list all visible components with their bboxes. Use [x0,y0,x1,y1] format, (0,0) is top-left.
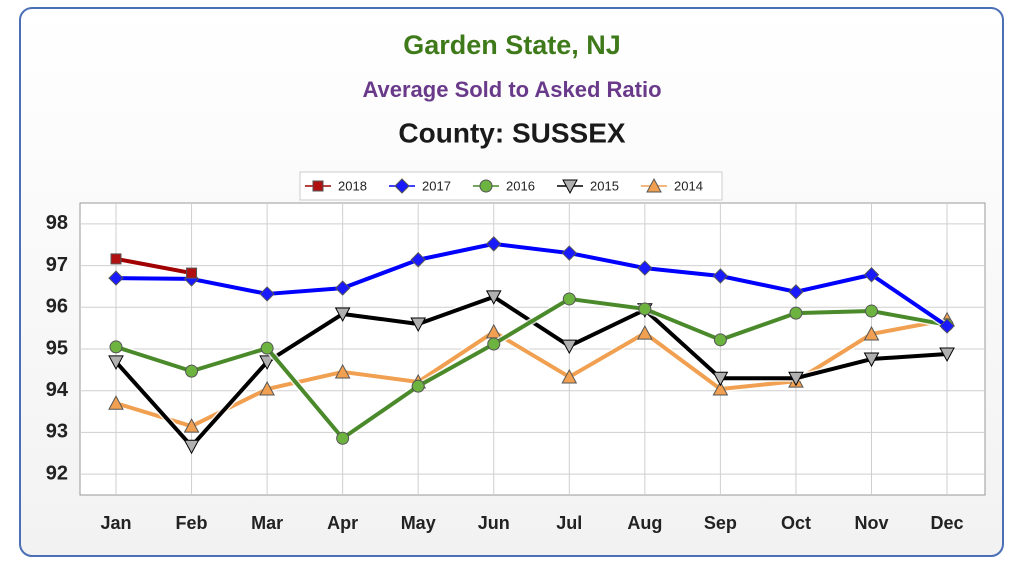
point [486,236,502,252]
legend-marker [312,180,324,192]
point [334,363,351,379]
point [183,418,200,433]
point [108,395,124,410]
series-line [115,296,948,441]
y-tick-label: 97 [46,254,68,276]
legend-marker [394,178,410,194]
x-tick-label: Aug [627,513,662,533]
series-line [115,241,949,328]
point [185,364,199,378]
point [713,333,727,347]
chart-heading: County: SUSSEX [398,117,625,148]
point [939,347,955,363]
y-tick-label: 94 [46,379,69,401]
point [637,325,653,340]
series-line [115,256,192,276]
point [712,371,729,387]
point [334,280,351,296]
point [110,253,122,265]
point [259,286,275,302]
point [637,260,653,276]
point [788,371,804,387]
point [108,355,124,370]
chart-subtitle: Average Sold to Asked Ratio [362,77,661,102]
y-tick-label: 98 [46,212,68,234]
point [109,340,123,354]
legend-label: 2018 [338,178,367,193]
point [562,292,576,306]
x-tick-label: Feb [176,513,208,533]
x-tick-label: Sep [704,513,737,533]
point [411,379,425,393]
point [712,380,729,396]
legend-marker [562,179,578,195]
point [485,290,502,305]
x-tick-label: Dec [931,513,964,533]
legend-label: 2016 [506,178,535,193]
point [561,339,578,355]
x-tick-label: Apr [327,513,358,533]
y-tick-label: 92 [46,462,68,484]
point [863,325,880,341]
x-tick-label: Mar [251,513,283,533]
y-tick-label: 96 [46,296,68,318]
y-tick-label: 95 [46,337,68,359]
chart-title: Garden State, NJ [403,30,621,60]
point [863,267,880,283]
y-tick-label: 93 [46,421,68,443]
legend-label: 2017 [422,178,451,193]
x-tick-label: Nov [854,513,888,533]
point [410,252,426,268]
point [561,245,578,261]
point [336,431,350,445]
point [939,318,955,334]
point [863,352,880,368]
point [561,368,578,384]
point [259,355,275,370]
point [788,284,804,300]
point [865,304,878,318]
point [410,317,427,333]
point [183,439,200,455]
legend-marker [479,179,493,193]
x-tick-label: Jun [478,513,510,533]
legend-label: 2014 [674,178,703,193]
point [108,270,124,286]
x-tick-label: Jul [556,513,582,533]
point [186,267,198,279]
point [638,302,652,316]
x-tick-label: Jan [100,513,131,533]
point [487,337,501,351]
legend-marker [646,177,662,193]
point [789,306,803,320]
point [259,380,275,396]
x-tick-label: May [401,513,436,533]
point [712,268,729,284]
point [334,307,351,323]
point [260,341,274,355]
legend-label: 2015 [590,178,619,193]
x-tick-label: Oct [781,513,811,533]
